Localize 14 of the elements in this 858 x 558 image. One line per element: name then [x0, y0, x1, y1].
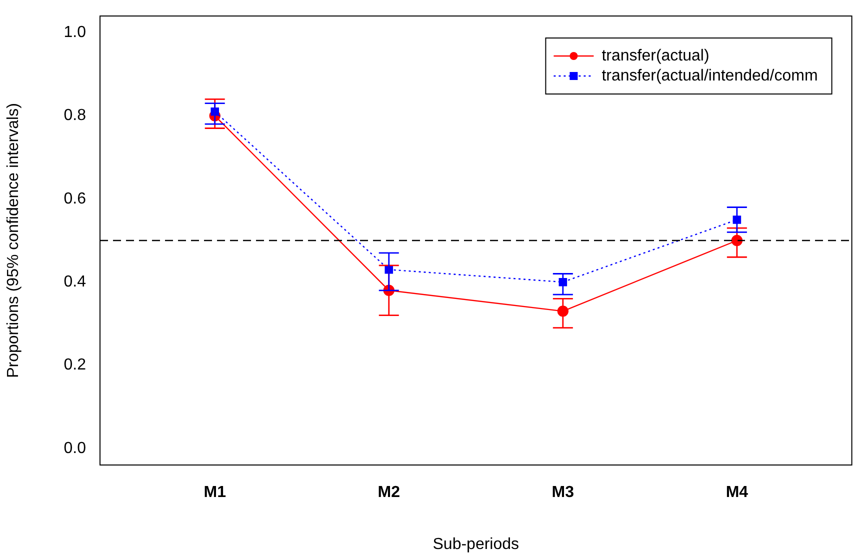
x-tick-label: M1 — [204, 484, 226, 502]
x-tick-label: M3 — [552, 484, 574, 502]
y-tick-label: 0.8 — [64, 107, 86, 124]
x-axis-title: Sub-periods — [432, 536, 520, 553]
y-axis-title: Proportions (95% confidence intervals) — [5, 103, 22, 378]
legend-label: transfer(actual) — [602, 47, 710, 64]
y-tick-label: 1.0 — [64, 24, 86, 42]
y-tick-label: 0.6 — [64, 190, 86, 208]
y-tick-label: 0.4 — [64, 273, 86, 290]
y-tick-label: 0.0 — [64, 440, 86, 457]
y-tick-label: 0.2 — [64, 356, 86, 374]
x-tick-label: M2 — [378, 484, 400, 502]
x-tick-label: M4 — [726, 484, 748, 502]
legend-label: transfer(actual/intended/comm — [602, 67, 818, 84]
